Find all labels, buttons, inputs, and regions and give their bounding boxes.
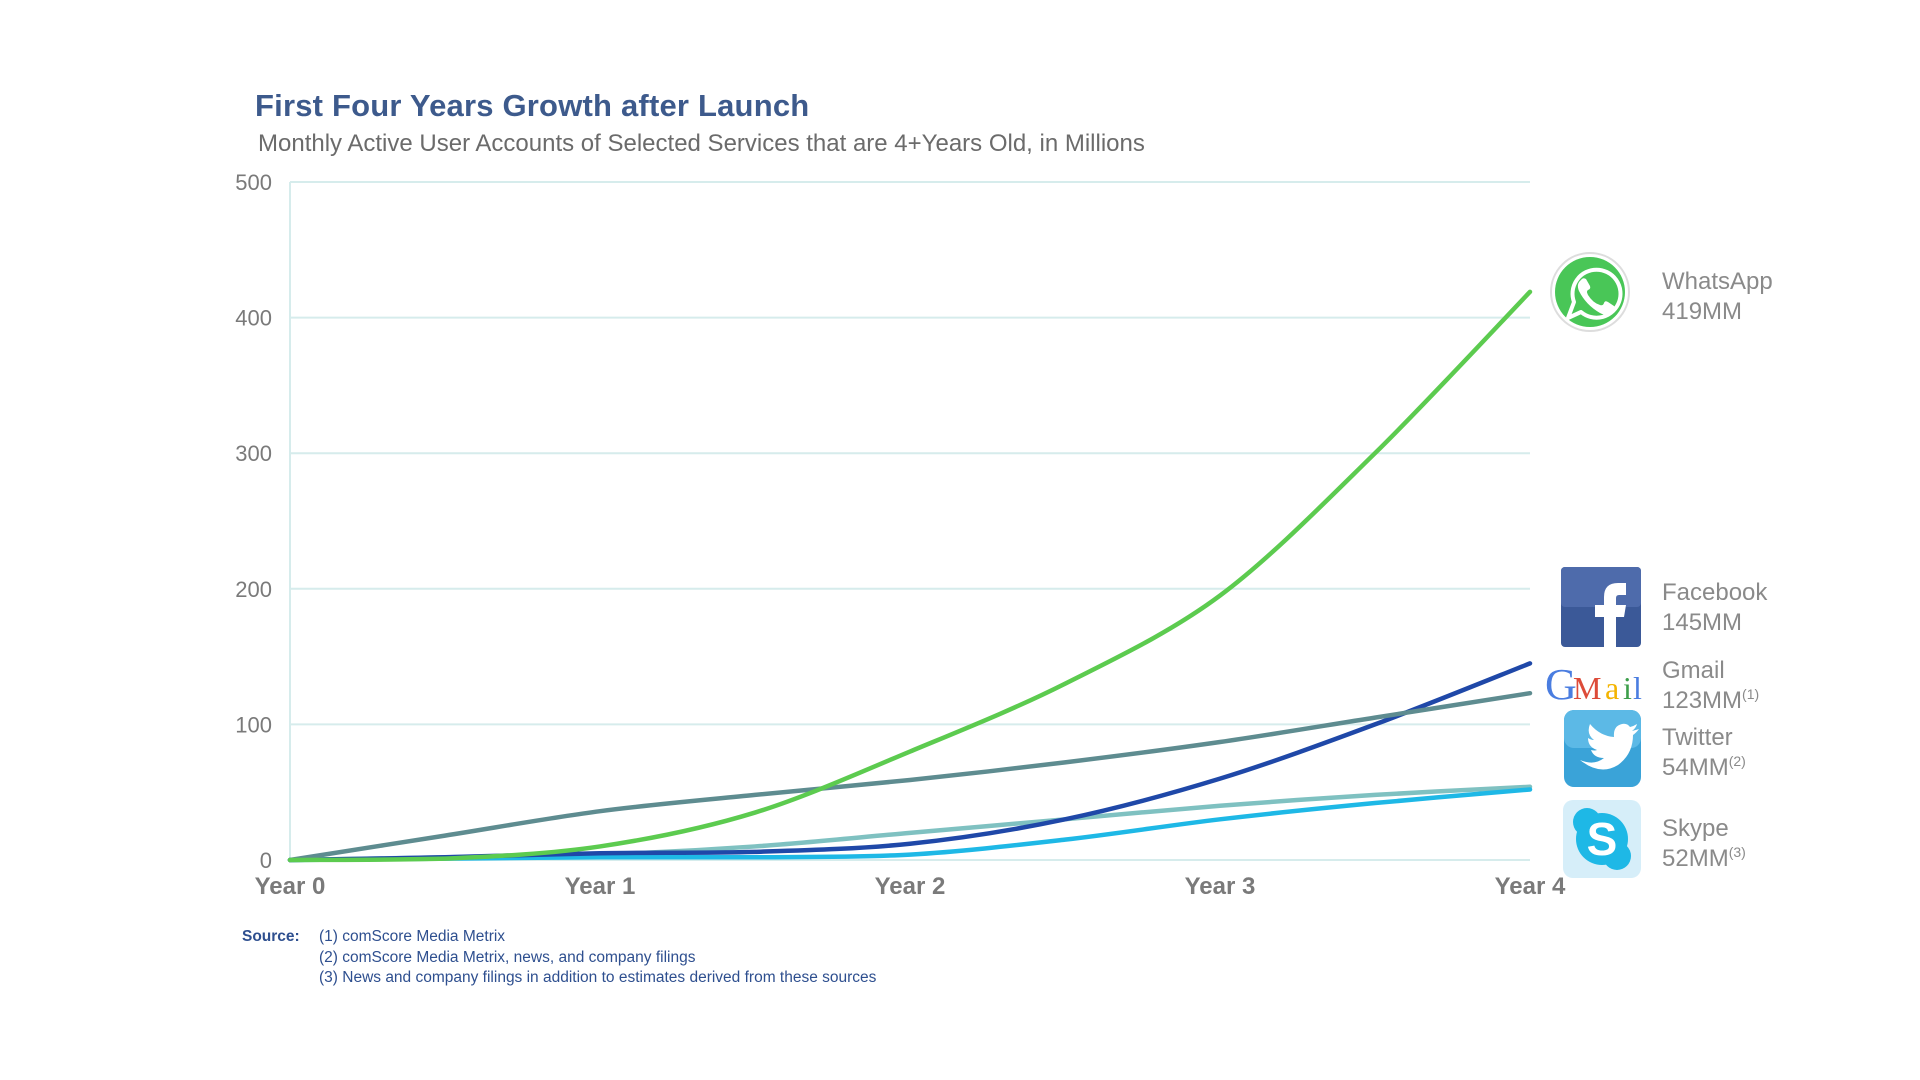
legend-footnote-mark: (2) [1729,753,1746,769]
series-line-whatsapp [287,289,1533,863]
x-tick-label: Year 3 [1185,873,1256,900]
whatsapp-icon [1550,252,1630,332]
grid-lines [289,181,1530,861]
skype-icon: S [1563,800,1641,878]
svg-text:i: i [1623,670,1632,706]
legend: G M a i l S WhatsApp 419MM Facebook 145MM Gm… [1545,252,1773,878]
source-note: (1) comScore Media Metrix [319,928,506,945]
x-tick-label: Year 2 [875,873,946,900]
chart-subtitle: Monthly Active User Accounts of Selected… [258,130,1145,157]
y-tick-label: 500 [235,170,272,195]
svg-text:S: S [1587,813,1618,865]
legend-value-whatsapp: 419MM [1662,298,1742,325]
y-tick-label: 300 [235,441,272,466]
chart-title: First Four Years Growth after Launch [255,88,810,123]
svg-text:G: G [1545,660,1577,709]
series-lines [287,289,1533,863]
legend-name-facebook: Facebook [1662,579,1768,606]
series-line-twitter [287,784,1533,863]
x-tick-label: Year 1 [565,873,636,900]
legend-name-twitter: Twitter [1662,724,1733,751]
y-axis-ticks: 0 100 200 300 400 500 [235,170,272,873]
facebook-icon [1561,567,1641,647]
legend-value-skype: 52MM(3) [1662,844,1746,872]
source-note-list: (1) comScore Media Metrix (2) comScore M… [319,927,876,989]
legend-name-skype: Skype [1662,815,1729,842]
series-line-gmail [287,690,1533,863]
source-note: (3) News and company filings in addition… [319,969,877,986]
legend-name-gmail: Gmail [1662,657,1725,684]
svg-text:l: l [1633,670,1642,706]
y-tick-label: 400 [235,306,272,331]
legend-value-gmail: 123MM(1) [1662,686,1759,714]
legend-footnote-mark: (3) [1729,844,1746,860]
x-axis-ticks: Year 0 Year 1 Year 2 Year 3 Year 4 [255,873,1566,900]
svg-text:a: a [1605,670,1619,706]
legend-value-twitter: 54MM(2) [1662,753,1746,781]
twitter-icon [1564,710,1641,787]
x-tick-label: Year 0 [255,873,326,900]
y-tick-label: 200 [235,577,272,602]
y-tick-label: 0 [260,848,272,873]
source-label: Source: [242,928,300,945]
legend-footnote-mark: (1) [1742,686,1759,702]
svg-text:M: M [1573,670,1601,706]
y-tick-label: 100 [235,712,272,737]
legend-name-whatsapp: WhatsApp [1662,268,1773,295]
source-note: (2) comScore Media Metrix, news, and com… [319,948,696,966]
gmail-icon: G M a i l [1545,660,1642,709]
series-line-skype [287,787,1533,863]
x-tick-label: Year 4 [1495,873,1566,900]
legend-value-facebook: 145MM [1662,609,1742,636]
